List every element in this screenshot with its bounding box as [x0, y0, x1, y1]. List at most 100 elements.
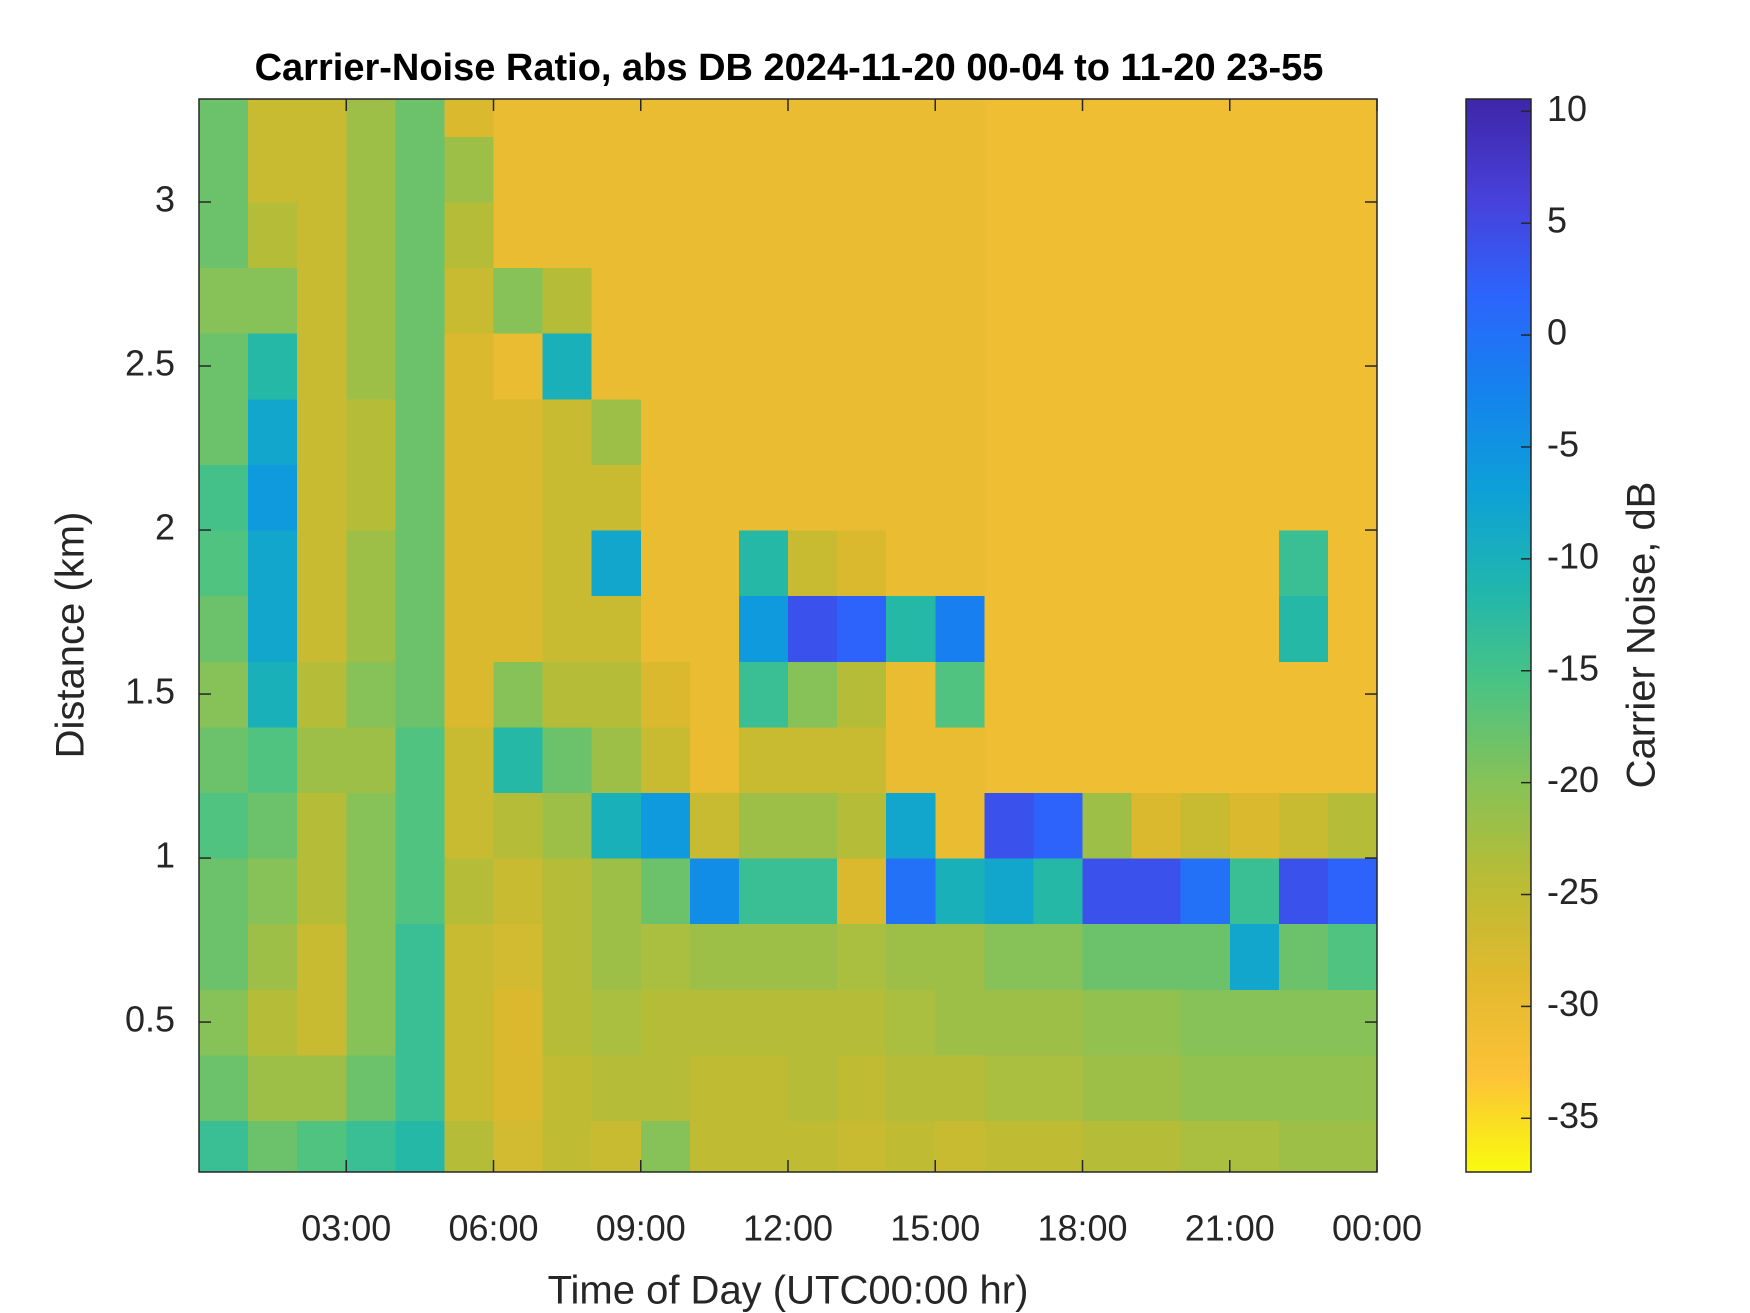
heatmap-cell [640, 464, 691, 531]
heatmap-cell [1180, 464, 1231, 531]
heatmap-cell [493, 661, 544, 728]
x-axis-label: Time of Day (UTC00:00 hr) [548, 1269, 1029, 1313]
heatmap-cell [788, 202, 838, 269]
heatmap-cell [591, 595, 642, 662]
heatmap-cell [1278, 1054, 1329, 1121]
heatmap-cell [395, 858, 445, 925]
heatmap-cell [542, 923, 593, 990]
heatmap-cell [984, 267, 1034, 334]
heatmap-cell [886, 792, 936, 859]
heatmap-cell [395, 136, 445, 203]
heatmap-cell [1229, 136, 1280, 203]
heatmap-cell [1180, 595, 1231, 662]
y-axis-label: Distance (km) [49, 512, 93, 759]
heatmap-cell [935, 792, 985, 859]
heatmap-cell [886, 333, 936, 400]
heatmap-cell [886, 726, 936, 793]
heatmap-cell [346, 464, 396, 531]
heatmap-cell [1082, 923, 1133, 990]
heatmap-cell [444, 530, 494, 597]
heatmap-cell [444, 99, 494, 137]
heatmap-cell [1180, 989, 1231, 1056]
heatmap-cell [297, 1120, 347, 1173]
heatmap-cell [1033, 726, 1083, 793]
heatmap-cell [248, 333, 298, 400]
heatmap-cell [1082, 595, 1133, 662]
heatmap-cell [493, 595, 544, 662]
heatmap-cell [1131, 530, 1182, 597]
heatmap-cell [935, 595, 985, 662]
heatmap-cell [542, 595, 593, 662]
heatmap-cell [1229, 661, 1280, 728]
heatmap-cell [444, 202, 494, 269]
heatmap-cell [837, 595, 887, 662]
heatmap-cell [935, 333, 985, 400]
heatmap-cell [984, 792, 1034, 859]
heatmap-cell [1033, 1120, 1083, 1173]
heatmap-cell [886, 858, 936, 925]
heatmap-cell [297, 989, 347, 1056]
heatmap-cell [542, 1054, 593, 1121]
heatmap-cell [248, 726, 298, 793]
heatmap-cell [984, 595, 1034, 662]
heatmap-cell [886, 202, 936, 269]
heatmap-cell [346, 398, 396, 465]
heatmap-cell [738, 202, 789, 269]
heatmap-cell [1327, 1054, 1378, 1121]
heatmap-cell [984, 398, 1034, 465]
heatmap-cell [738, 267, 789, 334]
heatmap-cell [837, 989, 887, 1056]
heatmap-cell [640, 726, 691, 793]
heatmap-cell [199, 202, 249, 269]
heatmap-cell [346, 923, 396, 990]
heatmap-cell [297, 792, 347, 859]
heatmap-cell [542, 267, 593, 334]
heatmap-cell [738, 333, 789, 400]
heatmap-cell [1033, 202, 1083, 269]
heatmap-cell [542, 1120, 593, 1173]
heatmap-cell [788, 1120, 838, 1173]
heatmap-cell [493, 202, 544, 269]
heatmap-cell [542, 989, 593, 1056]
heatmap-cell [591, 202, 642, 269]
heatmap-cell [395, 267, 445, 334]
heatmap-cell [1082, 267, 1133, 334]
heatmap-cell [689, 923, 740, 990]
heatmap-cell [738, 661, 789, 728]
heatmap-cell [837, 661, 887, 728]
heatmap-cell [1033, 99, 1083, 137]
heatmap-cell [395, 333, 445, 400]
heatmap-cell [1229, 1054, 1280, 1121]
heatmap-cell [1131, 99, 1182, 137]
heatmap-cell [297, 267, 347, 334]
heatmap-cell [788, 398, 838, 465]
heatmap-cell [1131, 661, 1182, 728]
heatmap-cell [788, 464, 838, 531]
heatmap-cell [444, 726, 494, 793]
heatmap-cell [886, 530, 936, 597]
heatmap-cell [886, 267, 936, 334]
heatmap-cell [1131, 398, 1182, 465]
heatmap-cell [346, 267, 396, 334]
heatmap-cell [444, 661, 494, 728]
heatmap-cell [542, 726, 593, 793]
heatmap-cell [1082, 1054, 1133, 1121]
heatmap-cell [1082, 398, 1133, 465]
heatmap-cell [1278, 858, 1329, 925]
heatmap-cell [346, 792, 396, 859]
heatmap-cell [297, 136, 347, 203]
heatmap-cell [886, 464, 936, 531]
heatmap-cell [1033, 923, 1083, 990]
heatmap-cell [542, 661, 593, 728]
heatmap-cell [788, 858, 838, 925]
heatmap-cell [493, 792, 544, 859]
heatmap-cell [788, 989, 838, 1056]
heatmap-cell [640, 99, 691, 137]
heatmap-cell [640, 989, 691, 1056]
heatmap-cell [1229, 398, 1280, 465]
heatmap-cell [346, 530, 396, 597]
heatmap-cell [297, 1054, 347, 1121]
heatmap-cell [640, 333, 691, 400]
heatmap-cell [591, 333, 642, 400]
heatmap-cell [738, 595, 789, 662]
